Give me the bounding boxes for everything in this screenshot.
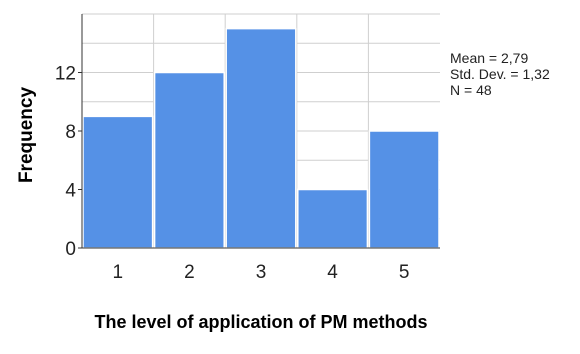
bar-4 xyxy=(297,188,369,249)
x-tick-label: 1 xyxy=(113,262,124,283)
y-tick-labels: 0 4 8 12 xyxy=(55,64,82,260)
stat-std-dev: Std. Dev. = 1,32 xyxy=(450,66,550,82)
y-tick-label: 8 xyxy=(65,122,76,143)
stat-n: N = 48 xyxy=(450,82,492,98)
y-tick-label: 12 xyxy=(55,64,76,85)
y-tick-label: 4 xyxy=(65,181,76,202)
x-tick-label: 2 xyxy=(184,262,195,283)
stats-legend: Mean = 2,79 Std. Dev. = 1,32 N = 48 xyxy=(450,50,550,98)
stat-mean: Mean = 2,79 xyxy=(450,50,529,66)
bar-3 xyxy=(225,27,297,249)
x-tick-labels: 1 2 3 4 5 xyxy=(113,262,410,283)
bars xyxy=(82,27,440,249)
x-tick-label: 3 xyxy=(256,262,267,283)
bar-2 xyxy=(153,71,225,249)
y-axis-label-box: Frequency xyxy=(2,40,52,230)
x-axis-label: The level of application of PM methods xyxy=(94,312,428,332)
bar-5 xyxy=(368,130,440,249)
y-tick-label: 0 xyxy=(65,239,76,260)
bar-1 xyxy=(82,115,154,249)
x-tick-label: 5 xyxy=(399,262,410,283)
y-axis-label: Frequency xyxy=(16,86,37,184)
x-tick-label: 4 xyxy=(327,262,338,283)
